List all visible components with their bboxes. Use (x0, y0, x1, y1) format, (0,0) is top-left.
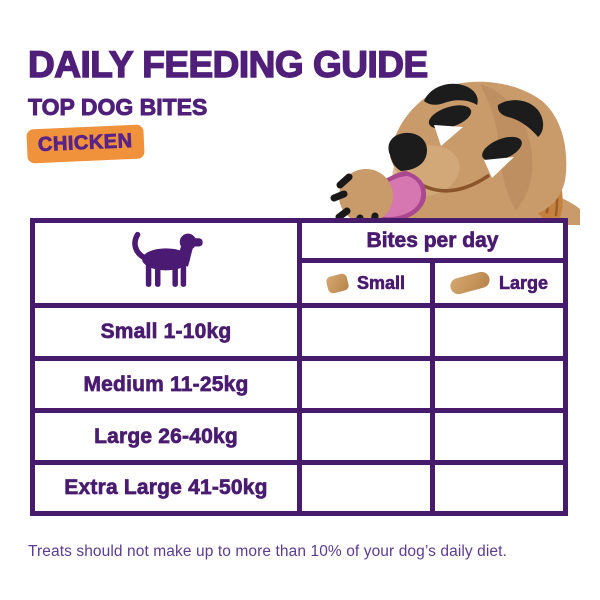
column-header-small-label: Small (356, 272, 406, 293)
bites-cell-small (302, 308, 430, 356)
dog-silhouette-icon (132, 231, 203, 287)
bites-cell-large (435, 361, 563, 408)
bites-cell-small (302, 361, 430, 408)
page-title: DAILY FEEDING GUIDE (27, 43, 429, 85)
bites-per-day-header: Bites per day (302, 223, 563, 258)
dog-illustration (330, 81, 580, 225)
footnote: Treats should not make up to more than 1… (28, 543, 507, 560)
bites-cell-large (435, 413, 563, 460)
column-header-large: Large (435, 263, 563, 303)
bites-cell-small (302, 413, 430, 460)
bites-cell-large (435, 308, 563, 356)
large-treat-icon (448, 270, 492, 296)
row-label-medium-dog: Medium 11-25kg (35, 361, 297, 408)
bites-cell-large (435, 465, 563, 511)
product-name: TOP DOG BITES (28, 94, 208, 121)
flavor-badge: CHICKEN (26, 124, 145, 164)
row-label-small-dog: Small 1-10kg (35, 308, 297, 356)
row-label-extra-large-dog: Extra Large 41-50kg (35, 465, 297, 511)
column-header-large-label: Large (498, 272, 549, 293)
dog-size-header-cell (35, 223, 297, 303)
small-treat-icon (325, 272, 350, 294)
row-label-large-dog: Large 26-40kg (35, 413, 297, 460)
bites-cell-small (302, 465, 430, 511)
column-header-small: Small (302, 263, 430, 303)
feeding-table: Bites per day Small Large Small 1-10kg M… (30, 218, 568, 516)
